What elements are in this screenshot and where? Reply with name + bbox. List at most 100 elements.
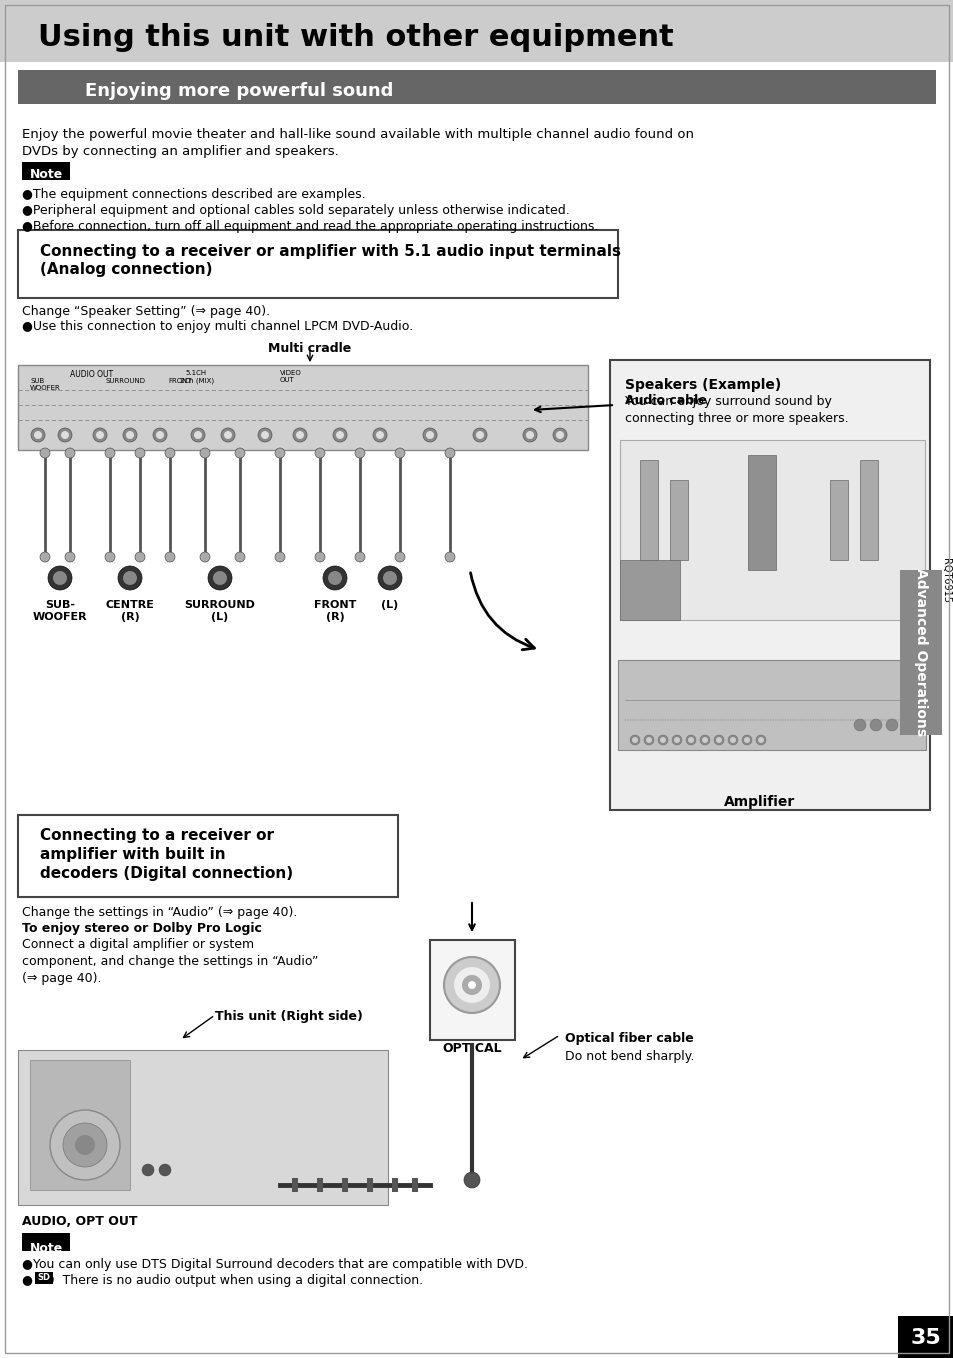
Circle shape [741,735,751,746]
Circle shape [525,430,534,439]
Circle shape [40,448,50,458]
Circle shape [853,718,865,731]
Circle shape [123,428,137,441]
Circle shape [58,428,71,441]
Circle shape [221,428,234,441]
Circle shape [314,551,325,562]
Text: ●Use this connection to enjoy multi channel LPCM DVD-Audio.: ●Use this connection to enjoy multi chan… [22,320,413,333]
Text: ●You can only use DTS Digital Surround decoders that are compatible with DVD.: ●You can only use DTS Digital Surround d… [22,1258,527,1271]
Circle shape [123,570,137,585]
Circle shape [687,737,693,743]
Circle shape [758,737,763,743]
Bar [18,365,587,449]
Text: amplifier with built in: amplifier with built in [40,847,226,862]
Text: RQT6915: RQT6915 [940,558,950,603]
Circle shape [257,428,272,441]
Circle shape [444,448,455,458]
Bar [412,1177,417,1192]
Text: Connecting to a receiver or: Connecting to a receiver or [40,828,274,843]
Bar [609,360,929,809]
Text: OPTICAL: OPTICAL [442,1042,501,1055]
Bar [829,479,847,559]
Bar [619,559,679,621]
Text: Using this unit with other equipment: Using this unit with other equipment [38,23,673,53]
Circle shape [53,570,67,585]
Circle shape [701,737,707,743]
Circle shape [200,448,210,458]
Circle shape [443,957,499,1013]
Circle shape [885,718,897,731]
Bar [618,660,925,750]
Circle shape [61,430,69,439]
Circle shape [295,430,304,439]
Circle shape [422,428,436,441]
Text: Advanced Operations: Advanced Operations [913,568,927,736]
Circle shape [673,737,679,743]
Text: You can enjoy surround sound by
connecting three or more speakers.: You can enjoy surround sound by connecti… [624,395,848,425]
Circle shape [142,1164,153,1176]
Text: SD: SD [37,1274,51,1282]
Circle shape [426,430,434,439]
Circle shape [375,430,384,439]
Text: (L): (L) [381,600,398,610]
Circle shape [96,430,104,439]
Text: CENTRE
(R): CENTRE (R) [106,600,154,622]
Circle shape [658,735,667,746]
Bar [22,1233,70,1251]
Circle shape [377,566,401,589]
Text: Enjoy the powerful movie theater and hall-like sound available with multiple cha: Enjoy the powerful movie theater and hal… [22,128,693,158]
Text: ●The equipment connections described are examples.: ●The equipment connections described are… [22,187,365,201]
Circle shape [743,737,749,743]
Circle shape [643,735,654,746]
Text: Change the settings in “Audio” (⇒ page 40).: Change the settings in “Audio” (⇒ page 4… [22,906,297,919]
Bar [35,1272,53,1285]
Text: SURROUND
(L): SURROUND (L) [184,600,255,622]
Bar [292,1177,297,1192]
Text: Amplifier: Amplifier [723,794,795,809]
Circle shape [373,428,387,441]
Text: Note: Note [30,168,63,182]
Circle shape [50,1109,120,1180]
Circle shape [716,737,721,743]
Circle shape [461,975,481,995]
Text: To enjoy stereo or Dolby Pro Logic: To enjoy stereo or Dolby Pro Logic [22,922,262,936]
Circle shape [729,737,735,743]
Text: Speakers (Example): Speakers (Example) [624,378,781,392]
Text: 2Ch (MIX): 2Ch (MIX) [180,378,213,384]
Text: FRONT: FRONT [168,378,192,384]
Circle shape [65,551,75,562]
Circle shape [355,448,365,458]
Text: Audio cable: Audio cable [624,394,706,406]
Text: ● SD  There is no audio output when using a digital connection.: ● SD There is no audio output when using… [22,1274,423,1287]
Circle shape [553,428,566,441]
Bar [639,460,658,559]
Circle shape [65,448,75,458]
Circle shape [105,448,115,458]
Bar [18,815,397,898]
Bar [22,162,70,181]
Circle shape [274,551,285,562]
Bar [669,479,687,559]
Circle shape [444,551,455,562]
Circle shape [314,448,325,458]
Circle shape [473,428,486,441]
Circle shape [395,448,405,458]
Circle shape [335,430,344,439]
Circle shape [105,551,115,562]
Circle shape [755,735,765,746]
Circle shape [293,428,307,441]
Text: decoders (Digital connection): decoders (Digital connection) [40,866,293,881]
Bar [0,0,953,62]
Bar [341,1177,348,1192]
Text: Multi cradle: Multi cradle [268,342,352,354]
Text: SURROUND: SURROUND [105,378,145,384]
Text: ●Before connection, turn off all equipment and read the appropriate operating in: ●Before connection, turn off all equipme… [22,220,598,234]
Text: Change “Speaker Setting” (⇒ page 40).: Change “Speaker Setting” (⇒ page 40). [22,306,270,318]
Circle shape [234,551,245,562]
Text: Note: Note [30,1241,63,1255]
Text: AUDIO, OPT OUT: AUDIO, OPT OUT [22,1215,137,1228]
Text: SUB-
WOOFER: SUB- WOOFER [32,600,88,622]
Circle shape [522,428,537,441]
Circle shape [476,430,483,439]
Circle shape [234,448,245,458]
